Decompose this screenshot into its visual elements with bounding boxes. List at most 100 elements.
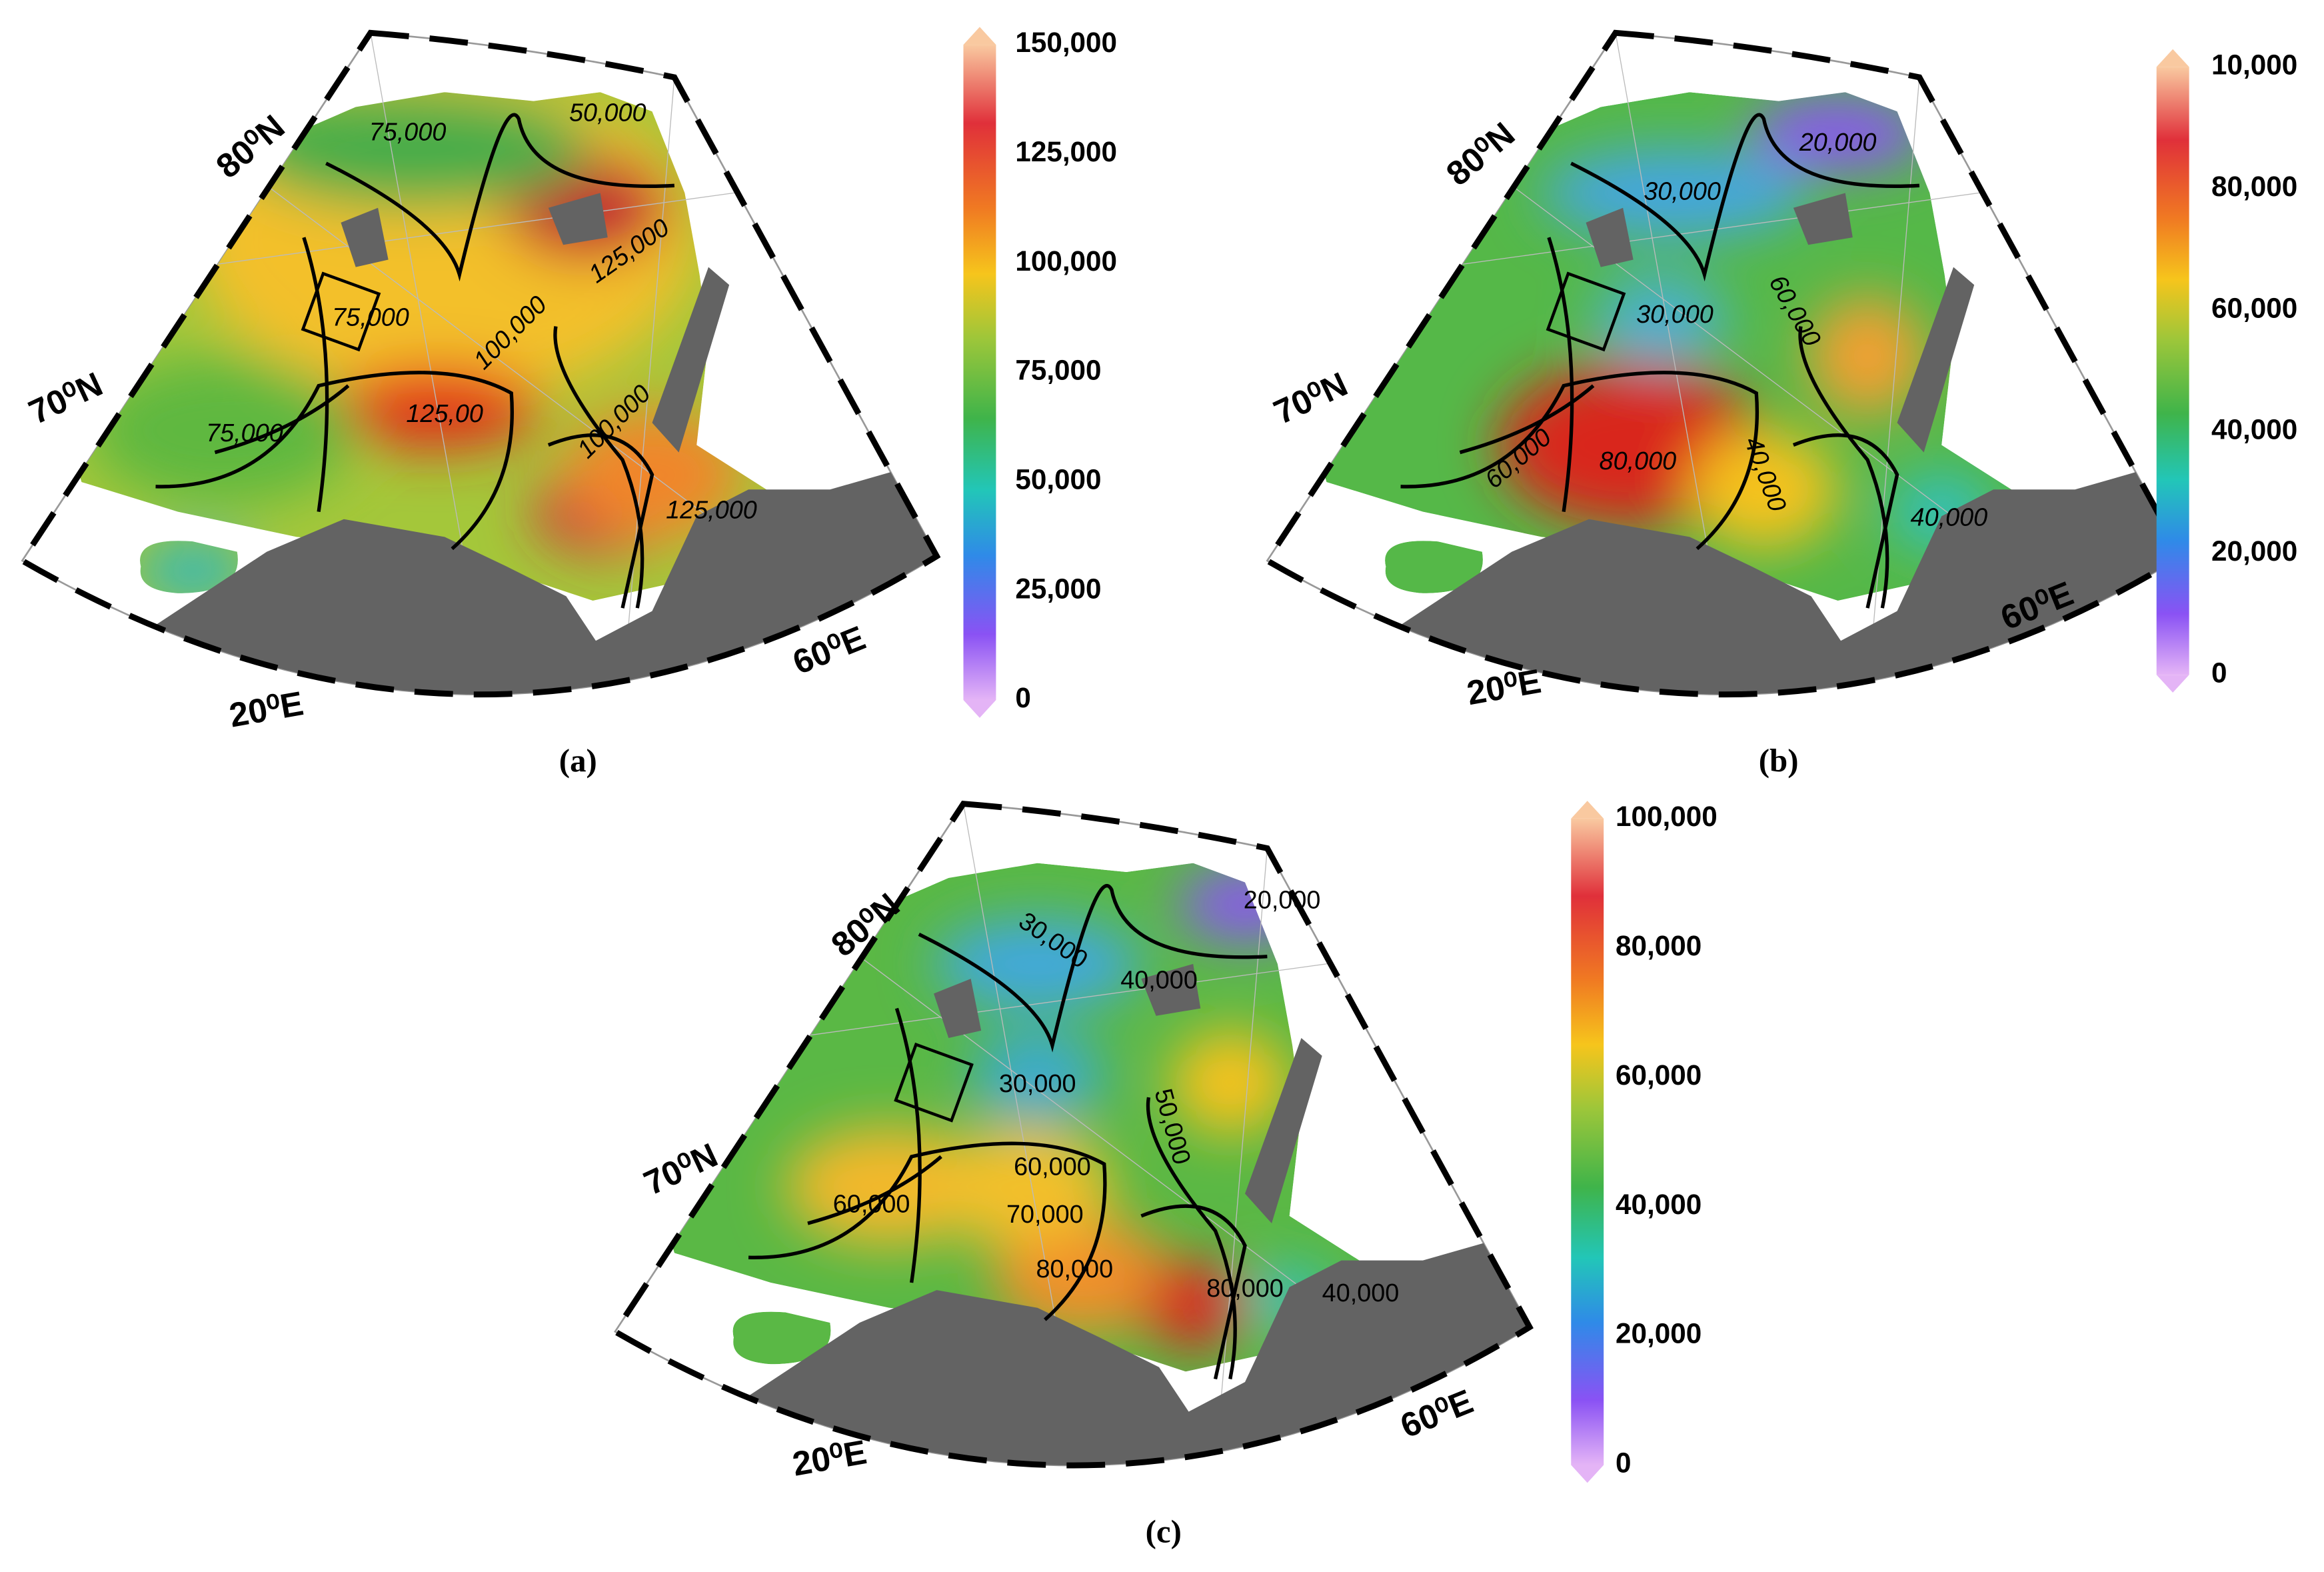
contour-label: 40,000 (1120, 967, 1198, 995)
contour-label: 40,000 (1322, 1279, 1400, 1307)
graticule (1214, 848, 1268, 1466)
panel-label: (b) (1759, 742, 1799, 779)
contour-label: 60,000 (1014, 1153, 1091, 1181)
latitude-label: 80⁰N (1439, 115, 1522, 193)
contour-label: 70,000 (1006, 1201, 1084, 1229)
contour-label: 125,000 (666, 497, 757, 525)
contour-label: 75,000 (332, 303, 409, 331)
colorbar-label: 0 (1616, 1447, 1632, 1479)
contour-line (553, 326, 644, 609)
field-blob (1749, 96, 1927, 171)
panel-label: (c) (1146, 1513, 1182, 1549)
contour-line (807, 1155, 942, 1225)
colorbar-label: 125,000 (1015, 136, 1117, 167)
land (733, 963, 1530, 1466)
field-blobs (1497, 96, 1994, 549)
map-panel (1263, 29, 2186, 698)
contour-line (214, 384, 350, 455)
contour-label: 30,000 (1636, 301, 1714, 329)
study-box (1546, 271, 1626, 352)
colorbar (2156, 67, 2189, 675)
contour-label: 20,000 (1799, 129, 1877, 157)
field-blob (1690, 430, 1838, 549)
contour-label: 30,000 (1644, 177, 1721, 205)
colorbar-label: 80,000 (1616, 930, 1702, 961)
field-blob (89, 356, 356, 505)
contour-line (748, 1141, 1107, 1321)
contour-label: 20,000 (1244, 886, 1321, 914)
contour-line (1792, 433, 1899, 609)
contour-label: 125,00 (406, 400, 483, 428)
colorbar-label: 25,000 (1015, 573, 1101, 604)
latitude-label: 70⁰N (23, 365, 109, 431)
colorbar-label: 20,000 (2211, 535, 2297, 567)
field-blob (1593, 274, 1727, 364)
field-blob (934, 1127, 1112, 1246)
contour-label: 75,000 (369, 118, 447, 146)
colorbar-cap (963, 700, 996, 718)
map-panel (610, 801, 1534, 1469)
contour-line (1459, 384, 1595, 455)
colorbar-label: 100,000 (1015, 245, 1117, 277)
contour-label: 80,000 (1036, 1255, 1113, 1283)
colorbar-cap (2156, 49, 2189, 67)
contour-label: 30,000 (999, 1070, 1076, 1098)
colorbar-label: 60,000 (1616, 1059, 1702, 1091)
colorbar (963, 45, 996, 701)
contour-line (1547, 237, 1574, 512)
graticule (770, 889, 1364, 1335)
contour-line (918, 884, 1268, 1053)
contour-label: 75,000 (206, 419, 283, 447)
frame-border (18, 29, 941, 698)
field-blob (1141, 1260, 1246, 1350)
contour-line (1400, 371, 1759, 551)
land (141, 193, 937, 695)
colorbar-label: 50,000 (1015, 464, 1101, 495)
contour-line (1798, 326, 1889, 609)
contour-line (1570, 113, 1920, 282)
colorbar-label: 10,000 (2211, 49, 2297, 81)
map-panel (18, 29, 941, 698)
contour-line (302, 237, 329, 512)
field-blob (1170, 1030, 1290, 1135)
contour-line (1140, 1204, 1247, 1380)
frame-border (1263, 29, 2186, 698)
map-content (51, 33, 937, 695)
colorbar-label: 40,000 (2211, 414, 2297, 445)
contour-label: 80,000 (1206, 1275, 1284, 1303)
longitude-label: 20⁰E (227, 684, 307, 734)
contour-label: 60,000 (833, 1190, 910, 1218)
colorbar (1571, 818, 1604, 1465)
graticule (1867, 77, 1920, 695)
contour-line (1146, 1097, 1237, 1380)
contour-label: 80,000 (1600, 447, 1677, 475)
colorbar-label: 40,000 (1616, 1189, 1702, 1220)
colorbar-cap (2156, 675, 2189, 693)
longitude-label: 20⁰E (790, 1433, 870, 1483)
field-blob (1808, 297, 1927, 416)
colorbar-label: 0 (1015, 682, 1031, 713)
field-blob (970, 1030, 1104, 1120)
frame-border (610, 801, 1534, 1469)
contour-line (894, 1007, 922, 1283)
colorbar-label: 0 (2211, 657, 2227, 688)
contour-line (325, 113, 674, 282)
colorbar-cap (963, 27, 996, 45)
study-box (894, 1042, 974, 1123)
graticule (177, 118, 771, 564)
colorbar-label: 20,000 (1616, 1318, 1702, 1349)
field-blob (934, 919, 1142, 1009)
colorbar-cap (1571, 801, 1604, 819)
contour-label: 50,000 (569, 99, 646, 127)
colorbar-label: 100,000 (1616, 801, 1718, 832)
colorbar-label: 150,000 (1015, 27, 1117, 58)
graticule (622, 77, 675, 695)
land (1386, 193, 2182, 695)
latitude-label: 70⁰N (1268, 365, 1354, 431)
field-blob (237, 92, 593, 208)
colorbar-label: 80,000 (2211, 171, 2297, 202)
study-box (301, 271, 381, 352)
contour-line (155, 371, 514, 551)
graticule (1422, 118, 2016, 564)
